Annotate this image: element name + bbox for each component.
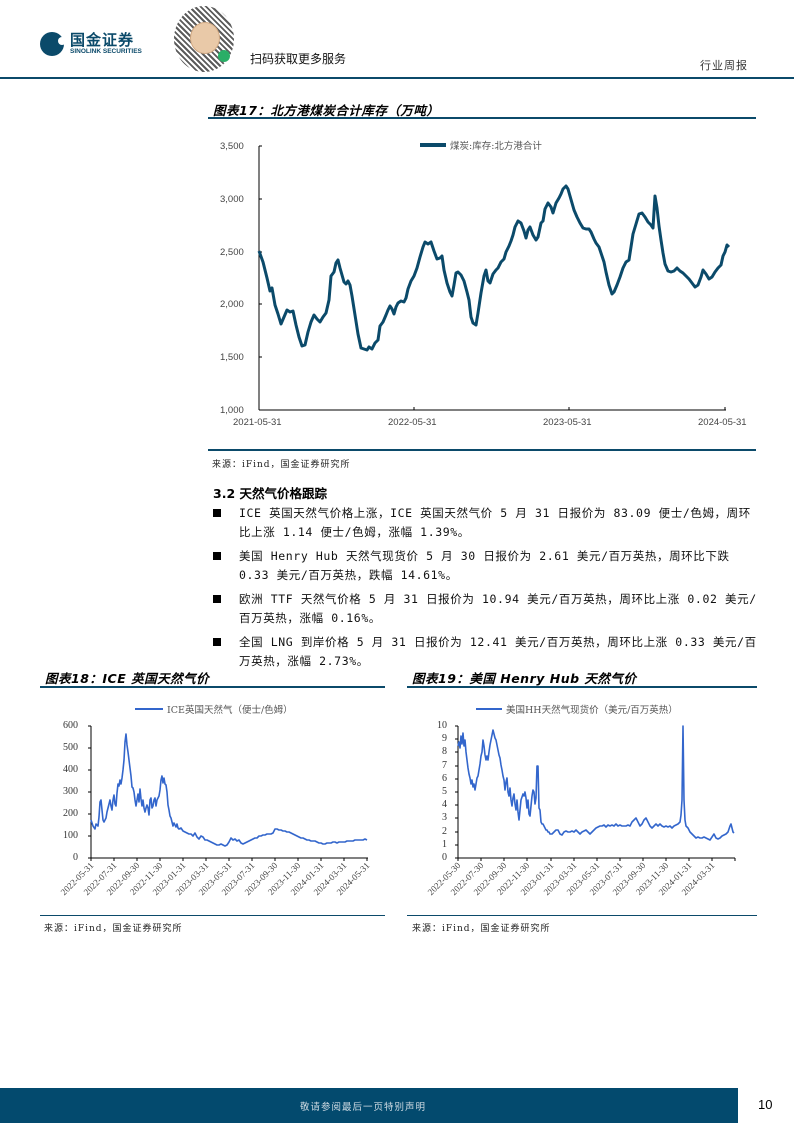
figure17-rule xyxy=(208,117,756,119)
bullet-list: ICE 英国天然气价格上涨，ICE 英国天然气价 5 月 31 日报价为 83.… xyxy=(213,504,758,676)
square-bullet-icon xyxy=(213,552,221,560)
footer-disclaimer: 敬请参阅最后一页特别声明 xyxy=(300,1102,427,1113)
legend-label: 煤炭:库存:北方港合计 xyxy=(450,141,542,152)
bullet-item: 美国 Henry Hub 天然气现货价 5 月 30 日报价为 2.61 美元/… xyxy=(213,547,758,585)
figure19-x-ticks: 2022-05-30 2022-07-30 2022-09-30 2022-11… xyxy=(426,860,717,897)
qr-center-badge xyxy=(190,22,220,54)
figure18-rule xyxy=(40,686,385,688)
y-tick: 10 xyxy=(437,720,447,731)
y-tick: 8 xyxy=(442,746,447,757)
figure17-title: 图表17：北方港煤炭合计库存（万吨） xyxy=(213,103,440,118)
x-tick: 2021-05-31 xyxy=(233,417,282,428)
figure18-x-ticks: 2022-05-31 2022-07-31 2022-09-30 2022-11… xyxy=(59,860,372,897)
figure18-source: 来源：iFind，国金证券研究所 xyxy=(44,924,183,934)
y-tick: 2,500 xyxy=(220,247,244,258)
figure17-legend: 煤炭:库存:北方港合计 xyxy=(420,138,542,152)
y-tick: 1,500 xyxy=(220,352,244,363)
legend-label: 美国HH天然气现货价（美元/百万英热） xyxy=(506,705,678,716)
y-tick: 600 xyxy=(63,720,78,731)
legend-swatch xyxy=(420,143,446,147)
y-tick: 4 xyxy=(442,799,447,810)
figure17-chart xyxy=(257,145,731,411)
y-tick: 9 xyxy=(442,733,447,744)
y-tick: 2 xyxy=(442,826,447,837)
figure18-title: 图表18：ICE 英国天然气价 xyxy=(45,671,210,686)
y-tick: 300 xyxy=(63,786,78,797)
figure19-title: 图表19：美国 Henry Hub 天然气价 xyxy=(412,671,637,686)
figure17-source: 来源：iFind，国金证券研究所 xyxy=(212,460,351,470)
header-divider xyxy=(0,77,794,79)
y-tick: 1,000 xyxy=(220,405,244,416)
logo-en: SINOLINK SECURITIES xyxy=(70,48,142,55)
figure19-source-rule xyxy=(407,915,757,916)
square-bullet-icon xyxy=(213,638,221,646)
legend-swatch xyxy=(476,708,502,710)
y-tick: 1 xyxy=(442,839,447,850)
x-tick: 2024-05-31 xyxy=(698,417,747,428)
figure18-chart xyxy=(88,725,368,861)
legend-swatch xyxy=(135,708,163,710)
mini-program-icon xyxy=(218,50,230,62)
y-tick: 0 xyxy=(442,852,447,863)
scan-prompt: 扫码获取更多服务 xyxy=(250,52,347,66)
y-tick: 100 xyxy=(63,830,78,841)
page-number: 10 xyxy=(758,1097,773,1112)
figure19-chart xyxy=(455,725,736,861)
y-tick: 7 xyxy=(442,760,447,771)
figure19-legend: 美国HH天然气现货价（美元/百万英热） xyxy=(476,702,678,716)
y-tick: 2,000 xyxy=(220,299,244,310)
logo-cn: 国金证券 xyxy=(70,31,135,49)
y-tick: 5 xyxy=(442,786,447,797)
figure19-rule xyxy=(407,686,757,688)
logo-mark-icon xyxy=(40,32,66,56)
company-logo: 国金证券 SINOLINK SECURITIES xyxy=(40,32,142,56)
report-type: 行业周报 xyxy=(700,59,748,72)
bullet-item: ICE 英国天然气价格上涨，ICE 英国天然气价 5 月 31 日报价为 83.… xyxy=(213,504,758,542)
x-tick: 2022-05-31 xyxy=(388,417,437,428)
y-tick: 500 xyxy=(63,742,78,753)
figure17-source-rule xyxy=(208,449,756,451)
x-tick: 2023-05-31 xyxy=(543,417,592,428)
y-tick: 200 xyxy=(63,808,78,819)
figure18-source-rule xyxy=(40,915,385,916)
y-tick: 400 xyxy=(63,764,78,775)
figure18-legend: ICE英国天然气（便士/色姆） xyxy=(135,702,293,716)
square-bullet-icon xyxy=(213,509,221,517)
section-title: 3.2 天然气价格跟踪 xyxy=(213,486,327,501)
bullet-item: 全国 LNG 到岸价格 5 月 31 日报价为 12.41 美元/百万英热，周环… xyxy=(213,633,758,671)
y-tick: 3,000 xyxy=(220,194,244,205)
legend-label: ICE英国天然气（便士/色姆） xyxy=(167,705,293,716)
figure19-source: 来源：iFind，国金证券研究所 xyxy=(412,924,551,934)
footer-bar xyxy=(0,1088,738,1123)
y-tick: 3,500 xyxy=(220,141,244,152)
square-bullet-icon xyxy=(213,595,221,603)
y-tick: 3 xyxy=(442,812,447,823)
y-tick: 0 xyxy=(73,852,78,863)
bullet-item: 欧洲 TTF 天然气价格 5 月 31 日报价为 10.94 美元/百万英热，周… xyxy=(213,590,758,628)
y-tick: 6 xyxy=(442,773,447,784)
